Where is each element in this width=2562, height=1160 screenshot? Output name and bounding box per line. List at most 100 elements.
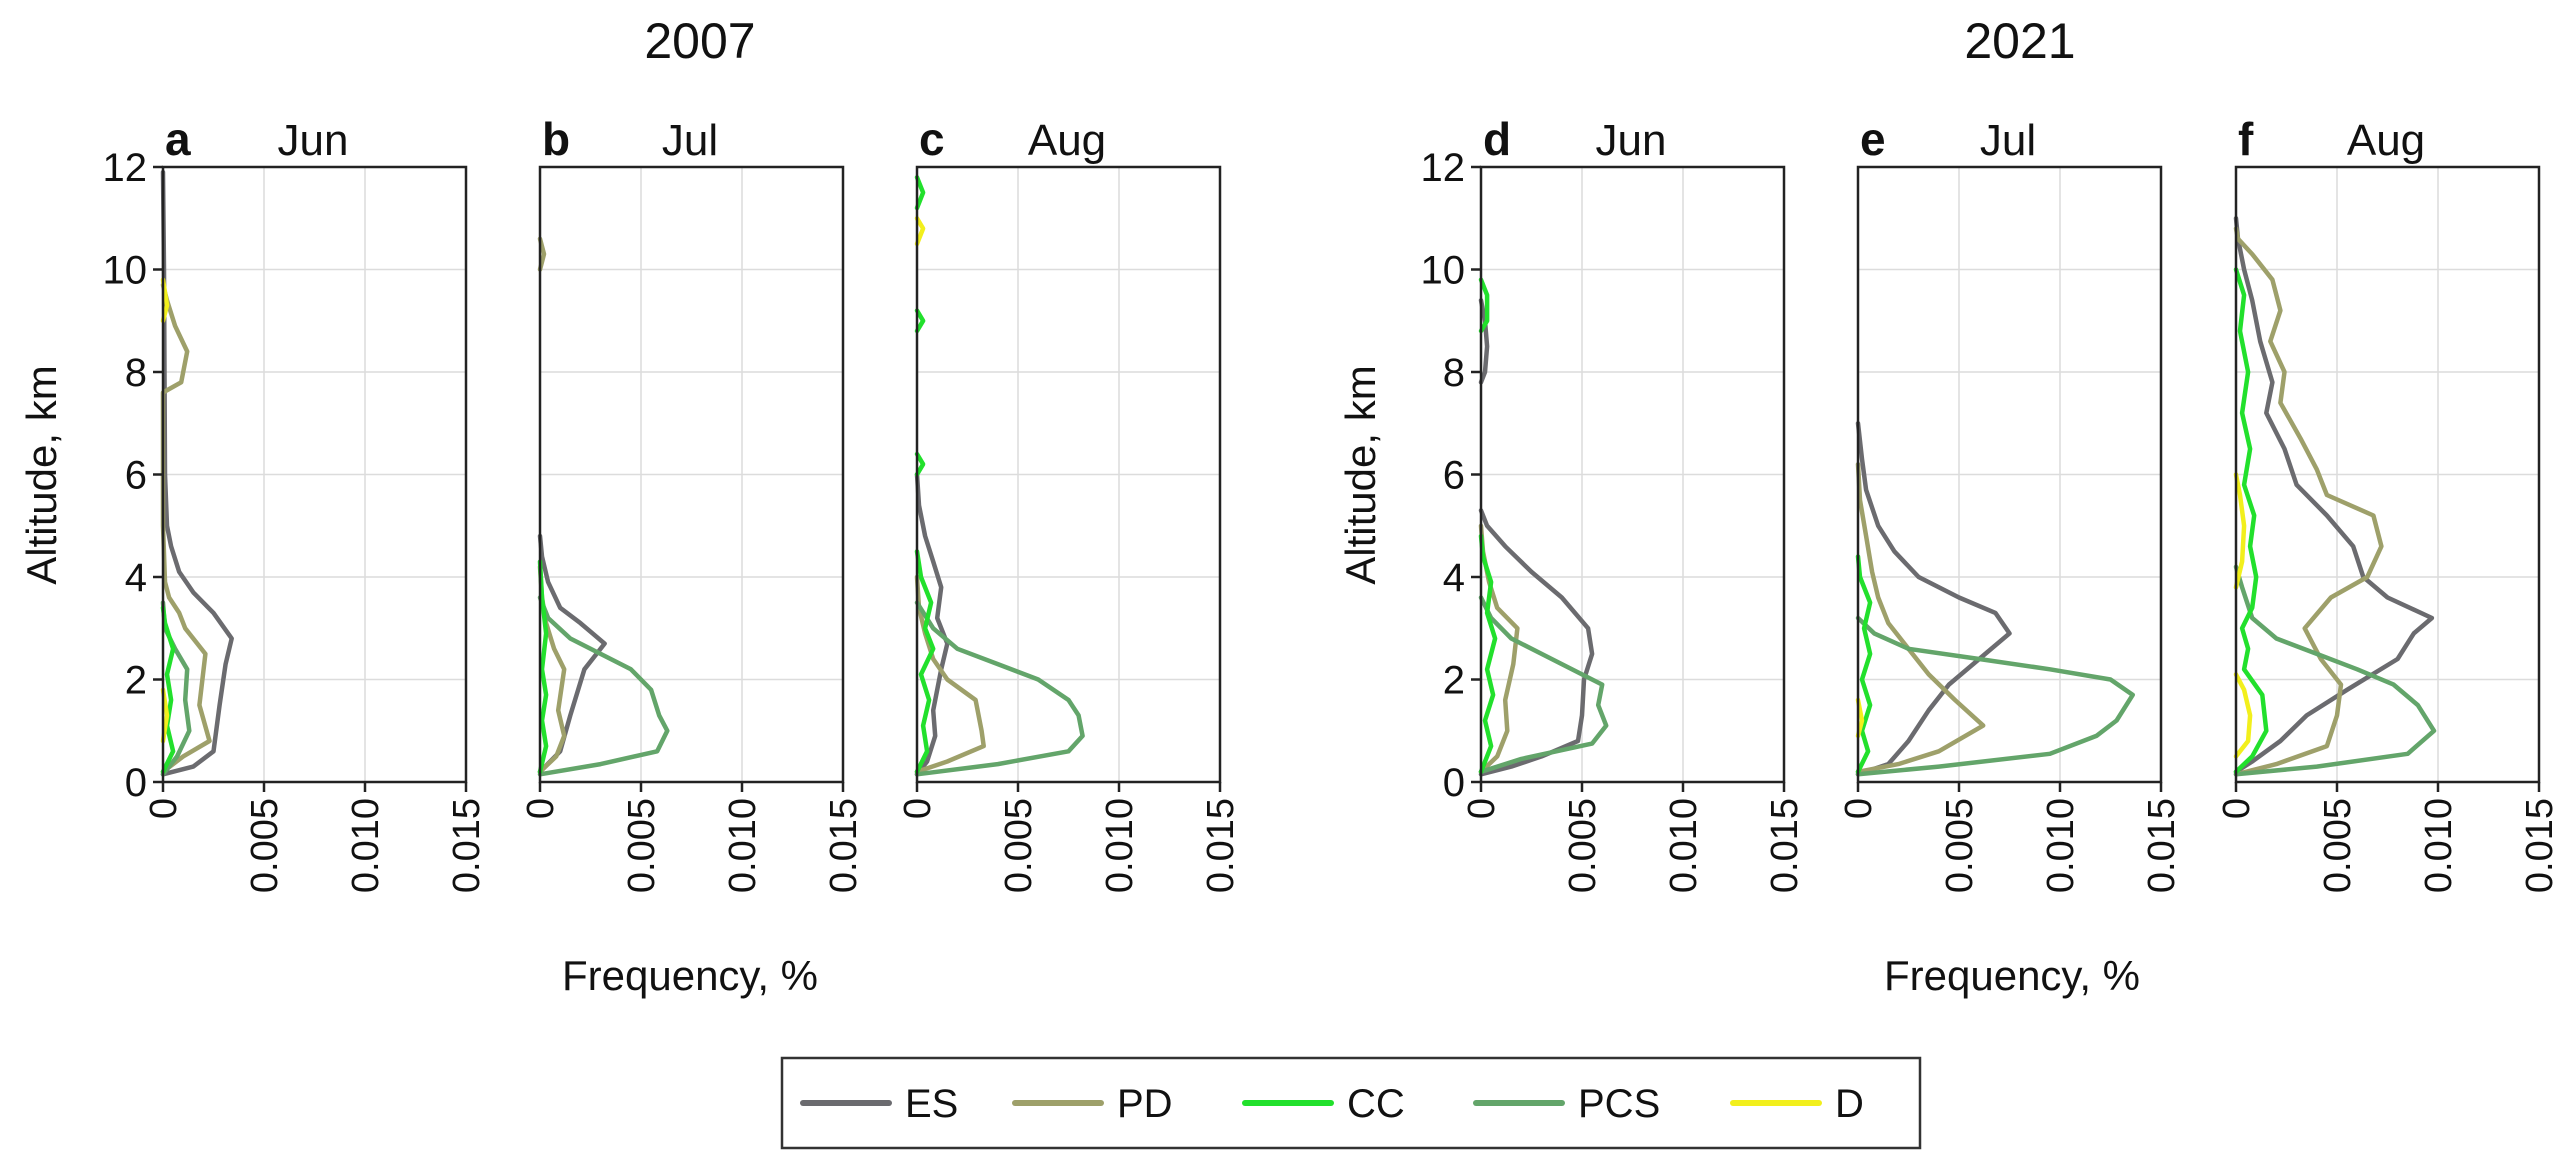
x-tick-label: 0.015 (823, 798, 865, 893)
panel-title: Jun (1596, 116, 1667, 165)
series-pcs-line (2233, 564, 2437, 777)
x-tick-label: 0.010 (2040, 798, 2082, 893)
series-es-line (537, 533, 607, 775)
series-pd-line (2233, 226, 2384, 777)
legend-label-d: D (1835, 1082, 1864, 1126)
series-es-line (914, 472, 950, 777)
plot-frame (1856, 165, 2163, 784)
series-pd-line (537, 236, 547, 272)
x-tick-label: 0.010 (345, 798, 387, 893)
y-tick-label: 12 (103, 146, 148, 190)
series-es-line (1855, 421, 2012, 777)
year-title-2021: 2021 (1964, 13, 2075, 69)
series-d-line (2233, 472, 2247, 590)
x-tick-label: 0.010 (2418, 798, 2460, 893)
x-axis-label-2021: Frequency, % (1884, 952, 2140, 999)
x-tick-label: 0.015 (2141, 798, 2183, 893)
panels-group: a Jun 0 2 4 6 8 10 12 0 0.005 0.010 0.015 b Jul 0 0.005 0… (103, 113, 2562, 893)
series-cc-line (914, 308, 926, 334)
y-axis-label-2021: Altitude, km (1337, 365, 1384, 584)
x-tick-label: 0.015 (2519, 798, 2561, 893)
x-tick-label: 0 (520, 798, 562, 819)
y-tick-label: 10 (1421, 249, 1466, 293)
x-tick-label: 0.010 (722, 798, 764, 893)
series-d-line (160, 687, 170, 744)
y-tick-label: 12 (1421, 146, 1466, 190)
panel-title: Jul (1980, 116, 2036, 165)
x-tick-label: 0 (2216, 798, 2258, 819)
panel-title: Jun (278, 116, 349, 165)
x-tick-label: 0.005 (998, 798, 1040, 893)
series-cc-line (1478, 533, 1498, 775)
plot-frame (538, 165, 845, 784)
x-tick-label: 0.005 (2317, 798, 2359, 893)
x-axis-label-2007: Frequency, % (562, 952, 818, 999)
panel-c: c Aug 0 0.005 0.010 0.015 (897, 113, 1242, 893)
y-tick-label: 6 (125, 454, 147, 498)
x-tick-label: 0 (1461, 798, 1503, 819)
legend-label-es: ES (905, 1082, 958, 1126)
panel-title: Aug (1028, 116, 1106, 165)
x-tick-label: 0 (1838, 798, 1880, 819)
series-cc-line (914, 549, 936, 775)
legend-label-pd: PD (1117, 1082, 1173, 1126)
x-tick-label: 0.005 (1562, 798, 1604, 893)
series-d-line (160, 277, 170, 324)
y-tick-label: 8 (1443, 351, 1465, 395)
series-cc-line (537, 559, 549, 775)
series-cc-line (160, 605, 176, 775)
panel-d: d Jun 0 2 4 6 8 10 12 0 0.005 0.010 0.015 (1421, 113, 1807, 893)
panel-f: f Aug 0 0.005 0.010 0.015 (2216, 113, 2561, 893)
panel-letter: e (1860, 113, 1886, 165)
series-es-line (1478, 298, 1490, 385)
x-tick-label: 0.015 (1200, 798, 1242, 893)
plot-frame (2234, 165, 2541, 784)
series-pcs-line (914, 600, 1085, 777)
y-tick-label: 2 (1443, 659, 1465, 703)
series-pcs-line (537, 595, 670, 777)
panel-a: a Jun 0 2 4 6 8 10 12 0 0.005 0.010 0.015 (103, 113, 489, 893)
y-tick-label: 10 (103, 249, 148, 293)
series-pcs-line (1478, 595, 1609, 775)
x-tick-label: 0 (897, 798, 939, 819)
legend-label-pcs: PCS (1578, 1082, 1660, 1126)
panel-b: b Jul 0 0.005 0.010 0.015 (520, 113, 865, 893)
panel-letter: b (542, 113, 570, 165)
series-d-line (914, 216, 926, 247)
legend: ES PD CC PCS D (780, 1056, 1922, 1150)
x-tick-label: 0.015 (1764, 798, 1806, 893)
series-es-line (1478, 508, 1595, 777)
y-tick-label: 8 (125, 351, 147, 395)
series-cc-line (914, 451, 926, 477)
x-tick-label: 0.005 (244, 798, 286, 893)
x-tick-label: 0.010 (1663, 798, 1705, 893)
panel-letter: d (1483, 113, 1511, 165)
y-axis-label-2007: Altitude, km (18, 365, 65, 584)
series-cc-line (2233, 267, 2269, 775)
y-tick-label: 4 (125, 556, 147, 600)
y-tick-label: 6 (1443, 454, 1465, 498)
series-d-line (2233, 672, 2253, 759)
x-tick-label: 0.015 (446, 798, 488, 893)
plot-frame (915, 165, 1222, 784)
series-pd-line (914, 574, 986, 775)
x-tick-label: 0.010 (1099, 798, 1141, 893)
series-cc-line (1855, 554, 1873, 775)
panel-title: Jul (662, 116, 718, 165)
x-tick-label: 0 (143, 798, 185, 819)
panel-e: e Jul 0 0.005 0.010 0.015 (1838, 113, 2183, 893)
y-tick-label: 4 (1443, 556, 1465, 600)
series-es-line (160, 169, 234, 777)
panel-letter: a (165, 113, 191, 165)
year-title-2007: 2007 (644, 13, 755, 69)
panel-letter: c (919, 113, 945, 165)
panel-letter: f (2238, 113, 2254, 165)
x-tick-label: 0.005 (1939, 798, 1981, 893)
y-tick-label: 2 (125, 659, 147, 703)
x-tick-label: 0.005 (621, 798, 663, 893)
series-cc-line (914, 175, 926, 211)
y-tick-label: 0 (125, 761, 147, 805)
series-es-line (2233, 216, 2435, 775)
series-cc-line (1478, 277, 1490, 334)
